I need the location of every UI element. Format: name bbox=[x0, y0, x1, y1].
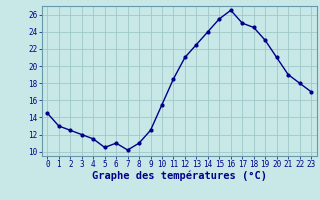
X-axis label: Graphe des températures (°C): Graphe des températures (°C) bbox=[92, 171, 267, 181]
